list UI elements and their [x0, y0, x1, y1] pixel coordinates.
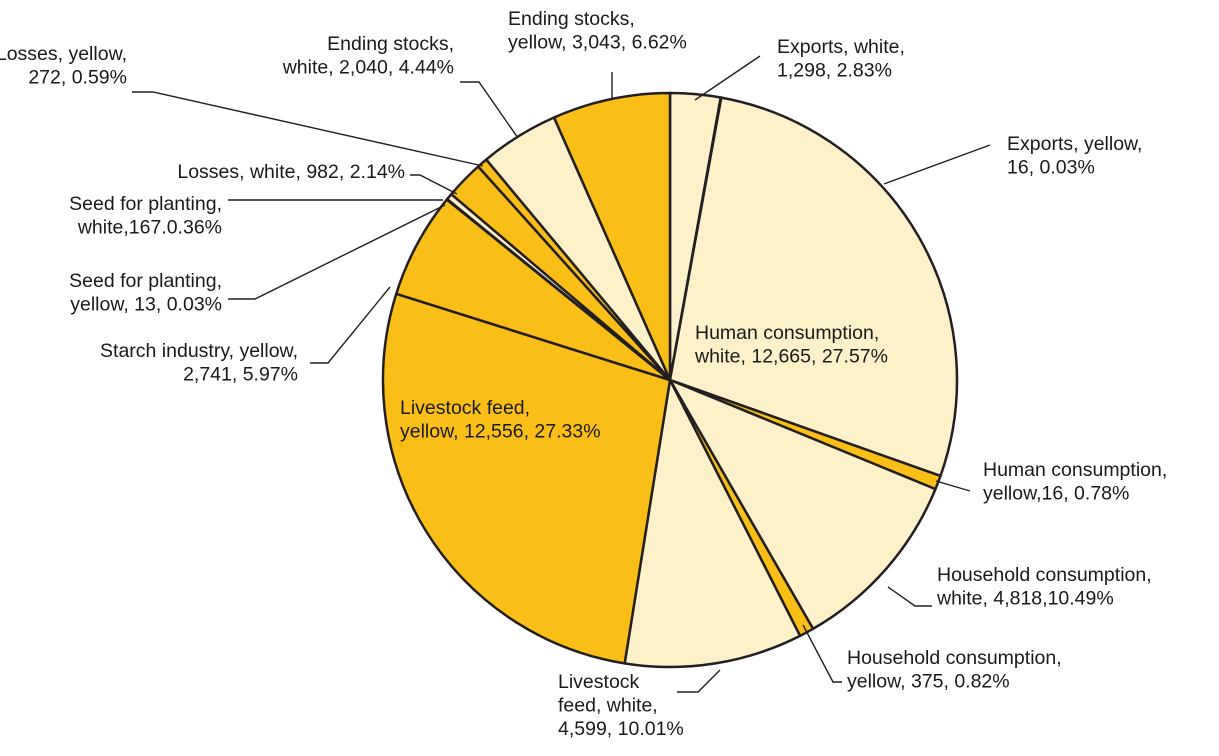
leader-line-seed-for-planting-yellow	[228, 204, 446, 300]
slice-label-line: Ending stocks,	[327, 33, 454, 55]
leader-line-ending-stocks-white	[460, 81, 519, 139]
slice-label-line: Human consumption,	[983, 459, 1167, 481]
leader-line-losses-yellow	[132, 91, 484, 167]
slice-label-line: Household consumption,	[847, 647, 1062, 669]
slice-label-line: yellow, 13, 0.03%	[70, 294, 222, 316]
pie-slice-livestock-feed-white	[623, 378, 802, 669]
slice-label-household-consumption-yellow: Household consumption, yellow, 375, 0.82%	[847, 647, 1062, 693]
slice-label-line: yellow, 3,043, 6.62%	[508, 32, 687, 54]
slice-label-line: Seed for planting,	[69, 193, 222, 215]
slice-label-starch-industry-yellow: Starch industry, yellow, 2,741, 5.97%	[100, 340, 298, 386]
slice-label-human-consumption-yellow: Human consumption, yellow,16, 0.78%	[983, 459, 1167, 505]
slice-label-line: Losses, white, 982, 2.14%	[177, 161, 405, 183]
slice-label-household-consumption-white: Household consumption, white, 4,818,10.49…	[936, 564, 1152, 610]
pie-slice-livestock-feed-yellow	[381, 292, 672, 665]
slice-label-line: Losses, yellow,	[0, 43, 127, 65]
leader-line-losses-white	[410, 174, 458, 195]
slice-label-human-consumption-white: Human consumption, white, 12,665, 27.57%	[694, 322, 888, 368]
slice-label-line: Livestock feed,	[400, 397, 530, 419]
slice-label-line: yellow,16, 0.78%	[983, 483, 1129, 505]
leader-line-exports-yellow	[883, 144, 991, 185]
slice-label-line: white, 12,665, 27.57%	[694, 346, 888, 368]
slice-label-ending-stocks-yellow: Ending stocks, yellow, 3,043, 6.62%	[508, 8, 687, 54]
slice-label-line: 1,298, 2.83%	[777, 60, 892, 82]
slice-label-line: Ending stocks,	[508, 8, 635, 30]
leader-line-household-consumption-yellow	[802, 624, 842, 683]
slice-label-line: yellow, 12,556, 27.33%	[400, 421, 601, 443]
leader-line-human-consumption-yellow	[935, 480, 971, 492]
leader-line-household-consumption-white	[887, 586, 932, 607]
slice-label-line: 16, 0.03%	[1007, 157, 1095, 179]
slice-label-exports-yellow: Exports, yellow, 16, 0.03%	[1007, 133, 1142, 179]
leader-lines	[132, 55, 991, 693]
slice-label-line: white, 4,818,10.49%	[936, 588, 1114, 610]
slice-label-line: 272, 0.59%	[28, 67, 127, 89]
slice-label-ending-stocks-white: Ending stocks, white, 2,040, 4.44%	[282, 33, 454, 79]
slice-label-losses-white: Losses, white, 982, 2.14%	[177, 161, 405, 183]
slice-label-losses-yellow: Losses, yellow, 272, 0.59%	[0, 43, 127, 89]
slice-labels: Exports, white, 1,298, 2.83% Exports, yell…	[0, 8, 1167, 740]
slice-label-line: Exports, yellow,	[1007, 133, 1142, 155]
slice-label-line: yellow, 375, 0.82%	[847, 671, 1010, 693]
pie-slice-human-consumption-white	[668, 96, 959, 478]
pie-slice-ending-stocks-yellow	[552, 91, 672, 382]
slice-label-line: 2,741, 5.97%	[183, 364, 298, 386]
pie-slice-household-consumption-white	[668, 378, 937, 631]
leader-line-livestock-feed-white	[677, 669, 721, 693]
slice-label-livestock-feed-yellow: Livestock feed, yellow, 12,556, 27.33%	[400, 397, 601, 443]
slice-label-line: Human consumption,	[695, 322, 879, 344]
slice-label-exports-white: Exports, white, 1,298, 2.83%	[777, 36, 905, 82]
slice-label-line: white,167.0.36%	[77, 217, 222, 239]
leader-line-starch-industry-yellow	[310, 286, 391, 364]
leader-line-exports-white	[694, 55, 761, 101]
slice-label-line: Starch industry, yellow,	[100, 340, 298, 362]
slice-label-line: Household consumption,	[937, 564, 1152, 586]
slice-label-line: feed, white,	[558, 695, 658, 717]
slice-label-seed-for-planting-yellow: Seed for planting, yellow, 13, 0.03%	[69, 270, 222, 316]
slice-label-line: white, 2,040, 4.44%	[282, 57, 454, 79]
slice-label-line: Exports, white,	[777, 36, 905, 58]
slice-label-seed-for-planting-white: Seed for planting, white,167.0.36%	[69, 193, 222, 239]
slice-label-line: Seed for planting,	[69, 270, 222, 292]
slice-label-line: 4,599, 10.01%	[558, 718, 684, 740]
slice-label-line: Livestock	[558, 671, 640, 693]
pie-slices	[381, 91, 959, 669]
slice-label-livestock-feed-white: Livestock feed, white, 4,599, 10.01%	[558, 671, 684, 740]
